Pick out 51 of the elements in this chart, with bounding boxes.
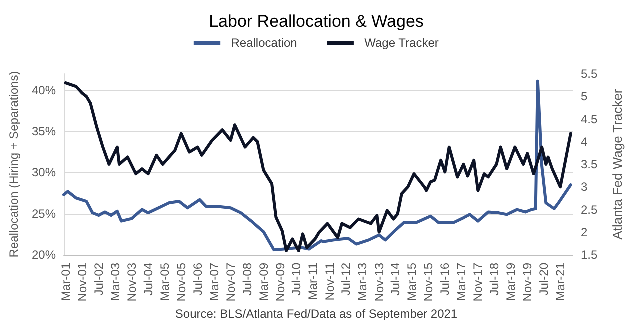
y-tick-label: 30% [32, 166, 56, 180]
x-tick-label: Mar-07 [207, 262, 222, 302]
x-tick-label: Jul-02 [92, 262, 106, 296]
x-tick-label: Mar-21 [554, 262, 568, 302]
x-tick-label: Mar-19 [504, 262, 518, 302]
x-tick-label: Mar-09 [256, 262, 271, 302]
x-tick-label: Mar-13 [356, 262, 370, 302]
y2-tick-label: 5.5 [581, 67, 598, 81]
y-tick-label: 20% [32, 248, 56, 262]
y2-tick-label: 4.5 [581, 112, 598, 126]
x-tick-label: Mar-17 [454, 262, 469, 302]
y2-tick-label: 4 [581, 134, 588, 149]
y2-tick-label: 5 [581, 90, 588, 104]
y2-tick-label: 2 [581, 225, 588, 240]
y-tick-label: 40% [32, 83, 56, 98]
x-tick-label: Mar-03 [108, 262, 122, 302]
x-tick-label: Jul-20 [537, 262, 552, 296]
y2-tick-label: 2.5 [581, 202, 598, 217]
x-tick-label: Mar-01 [58, 262, 73, 302]
y2-tick-label: 3.5 [581, 158, 598, 172]
y2-axis-title: Atlanta Fed Wage Tracker [610, 88, 625, 240]
x-tick-label: Jul-12 [339, 262, 354, 296]
y-tick-label: 25% [32, 206, 56, 221]
legend-label: Wage Tracker [364, 36, 439, 50]
x-tick-label: Jul-10 [290, 262, 304, 296]
x-tick-label: Mar-15 [405, 262, 420, 302]
x-tick-label: Nov-09 [273, 262, 288, 302]
x-tick-label: Jul-18 [488, 262, 502, 296]
x-tick-label: Jul-04 [141, 262, 156, 296]
x-tick-label: Jul-08 [240, 262, 254, 296]
y-axis-title: Reallocation (Hiring + Separations) [7, 71, 21, 258]
y2-tick-label: 3 [581, 180, 588, 194]
x-tick-label: Nov-01 [75, 262, 90, 302]
x-tick-label: Nov-15 [422, 262, 436, 302]
x-tick-label: Nov-13 [372, 262, 386, 302]
x-tick-label: Nov-07 [224, 262, 238, 302]
chart-title: Labor Reallocation & Wages [209, 12, 424, 31]
x-tick-label: Jul-16 [438, 262, 452, 296]
source-note: Source: BLS/Atlanta Fed/Data as of September 2021 [175, 307, 458, 321]
x-tick-label: Mar-11 [306, 262, 320, 300]
x-tick-label: Nov-17 [471, 262, 486, 302]
x-tick-label: Nov-05 [174, 262, 188, 302]
legend-label: Reallocation [231, 36, 298, 50]
y2-tick-label: 1.5 [581, 248, 598, 262]
x-tick-label: Nov-03 [124, 262, 139, 302]
x-tick-label: Jul-14 [388, 262, 403, 296]
x-tick-label: Jul-06 [190, 262, 205, 296]
x-tick-label: Mar-05 [158, 262, 172, 302]
x-tick-label: Nov-11 [322, 262, 337, 301]
y-tick-label: 35% [32, 124, 56, 139]
x-tick-label: Nov-19 [520, 262, 535, 302]
